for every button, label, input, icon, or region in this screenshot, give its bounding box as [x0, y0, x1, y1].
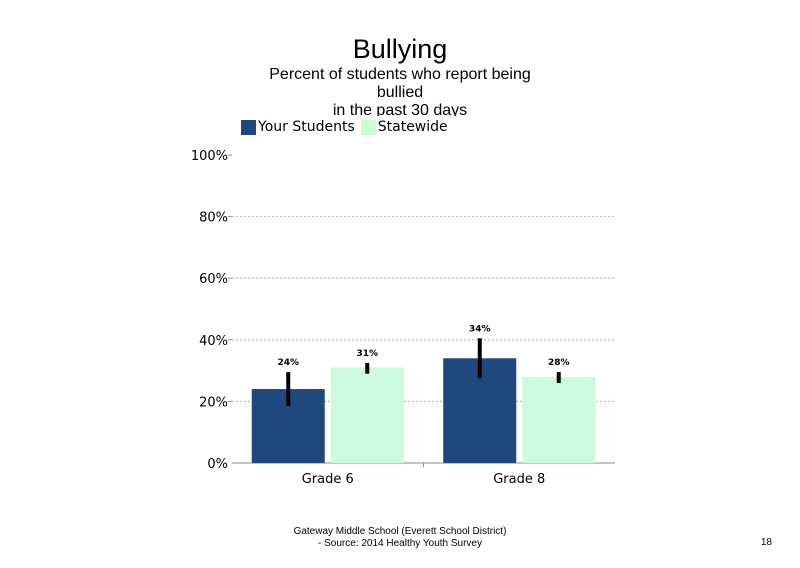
chart-subtitle: Percent of students who report being bul…: [250, 66, 550, 116]
bar: [330, 367, 404, 463]
x-tick-label: Grade 8: [493, 472, 545, 487]
subtitle-line-1: Percent of students who report being: [269, 66, 531, 83]
y-tick-label: 40%: [199, 334, 228, 349]
subtitle-line-3: in the past 30 days: [332, 102, 468, 116]
legend-item-your-students: Your Students: [241, 119, 355, 135]
data-label: 31%: [356, 349, 378, 359]
footer-line-1: Gateway Middle School (Everett School Di…: [293, 526, 507, 537]
data-label: 34%: [469, 324, 491, 334]
legend-swatch-your-students: [241, 119, 256, 135]
data-label: 28%: [548, 358, 570, 368]
footer-source: Gateway Middle School (Everett School Di…: [230, 526, 570, 550]
chart-title: Bullying: [352, 34, 448, 64]
data-label: 24%: [277, 358, 299, 368]
y-tick-label: 20%: [199, 395, 228, 410]
y-tick-label: 80%: [199, 211, 228, 226]
legend-swatch-statewide: [360, 119, 376, 135]
bar: [522, 376, 596, 463]
legend-label-your-students: Your Students: [258, 119, 355, 135]
y-tick-label: 0%: [207, 457, 228, 472]
y-tick-label: 100%: [191, 149, 228, 164]
legend-label-statewide: Statewide: [377, 119, 448, 135]
subtitle-line-2: bullied: [376, 84, 424, 101]
y-tick-label: 60%: [199, 272, 228, 287]
footer-line-2: - Source: 2014 Healthy Youth Survey: [318, 538, 482, 549]
legend-item-statewide: Statewide: [360, 119, 448, 135]
legend: Your Students Statewide: [241, 118, 454, 136]
x-tick-label: Grade 6: [302, 472, 354, 487]
page-number: 18: [760, 537, 772, 548]
